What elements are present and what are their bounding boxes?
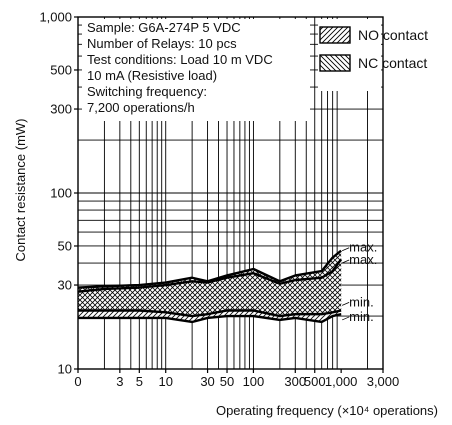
x-tick-label: 100: [243, 374, 265, 389]
annotation-label: max.: [349, 240, 377, 255]
info-line-1: Sample: G6A-274P 5 VDC: [87, 20, 241, 35]
legend-label-no: NO contact: [358, 27, 428, 43]
annotation-leader: [341, 301, 350, 306]
y-tick-label: 1,000: [39, 10, 72, 25]
info-line-4: 10 mA (Resistive load): [87, 68, 217, 83]
y-tick-label: 300: [50, 102, 72, 117]
legend-swatch-nc: [319, 54, 351, 72]
x-tick-label: 5: [136, 374, 143, 389]
x-tick-label: 50: [220, 374, 234, 389]
legend: NO contact NC contact: [318, 19, 428, 91]
x-tick-label: 500: [304, 374, 326, 389]
annotation-label: min.: [349, 309, 374, 324]
legend-label-nc: NC contact: [358, 55, 427, 71]
annotations: max.max. min.min.: [341, 240, 377, 324]
x-tick-label: 3: [116, 374, 123, 389]
info-line-2: Number of Relays: 10 pcs: [87, 36, 237, 51]
line-no-min: [78, 312, 342, 324]
annotation-label: max.: [349, 252, 377, 267]
annotation-leader: [341, 247, 350, 252]
info-box-background: [82, 19, 310, 121]
x-tick-label: 30: [200, 374, 214, 389]
y-tick-label: 500: [50, 62, 72, 77]
y-tick-label: 50: [58, 238, 72, 253]
annotation-leader: [341, 316, 350, 321]
x-tick-label: 1,000: [325, 374, 358, 389]
y-tick-label: 30: [58, 278, 72, 293]
info-line-5: Switching frequency:: [87, 84, 207, 99]
x-axis-title: Operating frequency (×10⁴ operations): [216, 403, 438, 418]
info-box: Sample: G6A-274P 5 VDC Number of Relays:…: [82, 19, 310, 121]
line-nc-max: [77, 249, 342, 289]
data-bands: [77, 249, 343, 324]
band-nc-contact: [78, 250, 342, 317]
y-tick-label: 100: [50, 186, 72, 201]
x-tick-label: 10: [158, 374, 172, 389]
line-no-max: [77, 258, 343, 293]
y-axis-title: Contact resistance (mW): [13, 118, 28, 261]
y-tick-labels: 10 30 50 100 300 500 1,000: [39, 10, 78, 377]
line-nc-min: [78, 309, 342, 318]
annotation-leader: [341, 259, 350, 264]
legend-swatch-no: [319, 26, 351, 44]
annotation-label: min.: [349, 294, 374, 309]
info-line-6: 7,200 operations/h: [87, 100, 195, 115]
y-tick-label: 10: [58, 362, 72, 377]
info-line-3: Test conditions: Load 10 m VDC: [87, 52, 273, 67]
x-tick-label: 3,000: [367, 374, 400, 389]
x-tick-label: 0: [74, 374, 81, 389]
x-tick-label: 300: [284, 374, 306, 389]
